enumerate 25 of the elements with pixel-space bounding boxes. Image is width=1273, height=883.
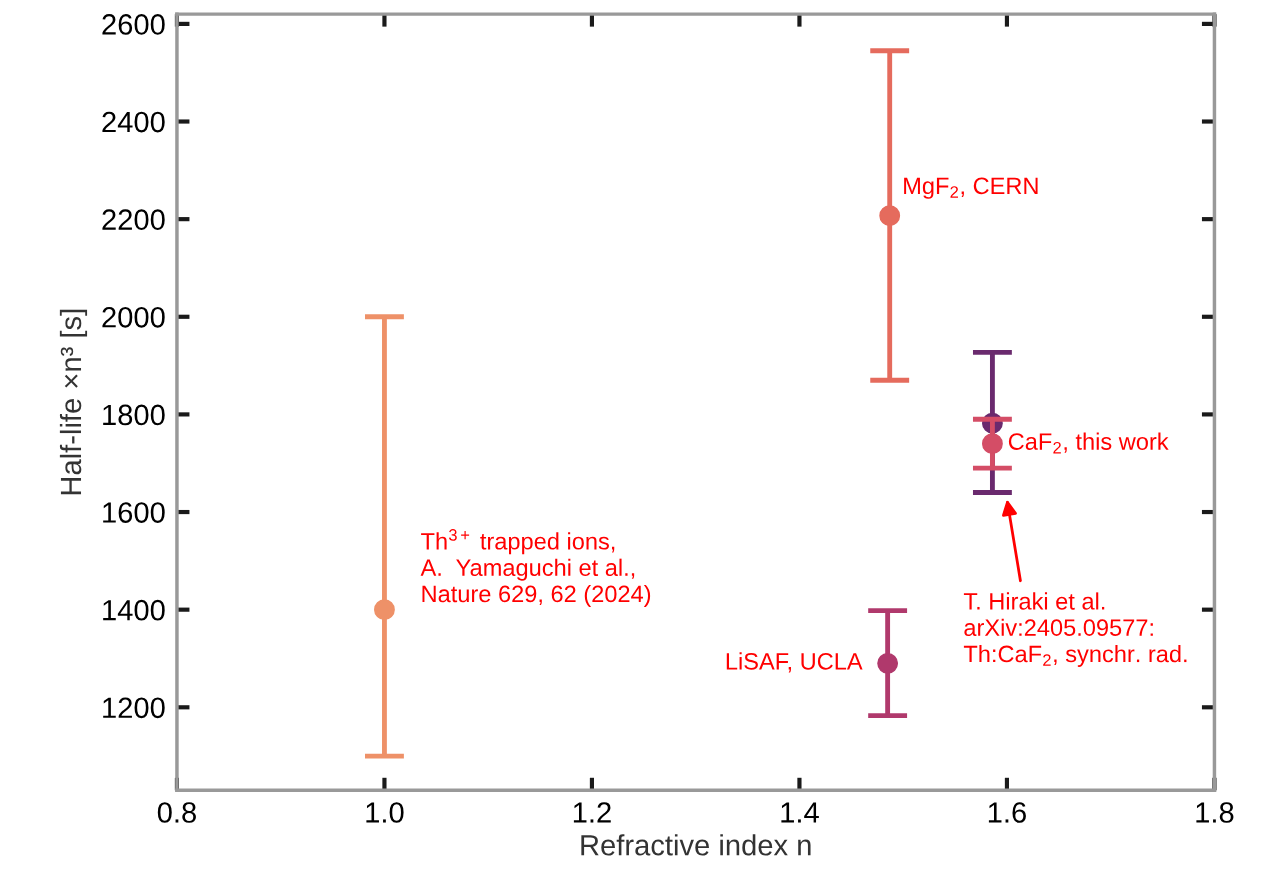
y-tick-label: 1800 bbox=[103, 404, 165, 426]
point bbox=[982, 433, 1003, 455]
annotation: MgF$_{2}$, CERN bbox=[904, 177, 1038, 199]
y-tick-label: 2200 bbox=[102, 209, 165, 231]
x-tick-label: 0.8 bbox=[157, 802, 196, 823]
y-tick-label: 1400 bbox=[103, 599, 165, 621]
x-tick-label: 1.2 bbox=[573, 802, 611, 823]
y-tick-label: 2400 bbox=[102, 111, 165, 133]
point bbox=[374, 599, 395, 621]
annotation: T. Hiraki et al. arXiv:2405.09577: Th:CaF$_{2}$, synchr. rad. bbox=[963, 592, 1187, 667]
x-tick-label: 1.0 bbox=[366, 802, 404, 823]
x-axis-title: Refractive index n bbox=[581, 834, 811, 856]
y-tick-label: 1600 bbox=[103, 502, 165, 523]
annotation: LiSAF, UCLA bbox=[726, 652, 863, 673]
x-tick-label: 1.4 bbox=[781, 802, 819, 823]
y-tick-label: 2600 bbox=[102, 14, 165, 35]
y-axis-title: Half-life ×n³ [s] bbox=[59, 309, 88, 495]
x-tick-label: 1.6 bbox=[988, 802, 1026, 823]
annotation: CaF$_{2}$, this work bbox=[1008, 432, 1169, 454]
y-tick-label: 1200 bbox=[103, 697, 165, 719]
y-tick-label: 2000 bbox=[102, 306, 165, 328]
annotation: Th$^{3+}$ trapped ions, A. Yamaguchi et al., Nature 629, 62 (2024) bbox=[420, 529, 651, 607]
x-tick-label: 1.8 bbox=[1196, 802, 1234, 823]
point bbox=[879, 205, 901, 227]
point bbox=[877, 652, 899, 674]
